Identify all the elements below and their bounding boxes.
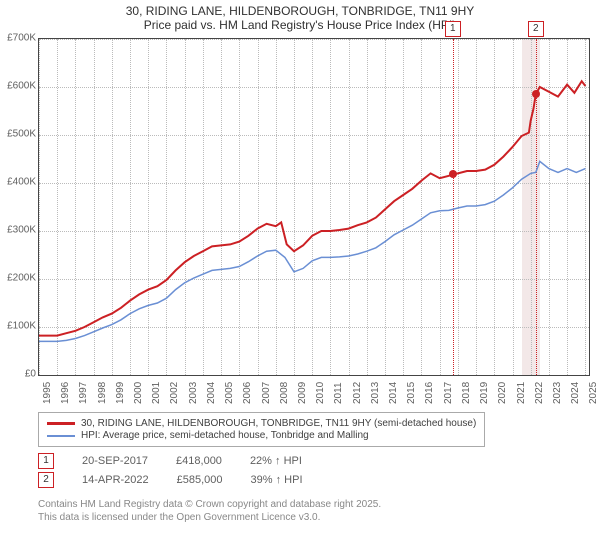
y-tick-label: £400K bbox=[0, 177, 36, 188]
sale-row: 2 14-APR-2022 £585,000 39% ↑ HPI bbox=[38, 472, 600, 488]
chart: 12 £0 £100K £200K £300K £400K £500K £600K £700K… bbox=[0, 36, 594, 410]
plot-area: 12 bbox=[38, 38, 590, 376]
sale-vs-hpi: 39% ↑ HPI bbox=[251, 474, 303, 486]
x-tick-label: 2022 bbox=[534, 382, 540, 404]
footnote-line-2: This data is licensed under the Open Gov… bbox=[38, 511, 600, 524]
x-tick-label: 2024 bbox=[570, 382, 576, 404]
y-tick-label: £0 bbox=[0, 369, 36, 380]
line-series-svg bbox=[39, 39, 589, 375]
title-line-1: 30, RIDING LANE, HILDENBOROUGH, TONBRIDG… bbox=[0, 4, 600, 18]
footnote: Contains HM Land Registry data © Crown c… bbox=[38, 498, 600, 524]
x-tick-label: 2003 bbox=[188, 382, 194, 404]
footnote-line-1: Contains HM Land Registry data © Crown c… bbox=[38, 498, 600, 511]
x-tick-label: 1995 bbox=[42, 382, 48, 404]
series-line bbox=[39, 81, 585, 335]
x-tick-label: 2011 bbox=[333, 382, 339, 404]
y-tick-label: £700K bbox=[0, 33, 36, 44]
y-tick-label: £600K bbox=[0, 81, 36, 92]
x-tick-label: 2017 bbox=[443, 382, 449, 404]
sale-marker-box: 1 bbox=[38, 453, 54, 469]
y-tick-label: £200K bbox=[0, 273, 36, 284]
event-marker-box: 2 bbox=[528, 21, 544, 37]
x-tick-label: 2013 bbox=[370, 382, 376, 404]
x-tick-label: 2019 bbox=[479, 382, 485, 404]
x-tick-label: 1996 bbox=[60, 382, 66, 404]
legend-item: 30, RIDING LANE, HILDENBOROUGH, TONBRIDG… bbox=[47, 418, 476, 429]
legend-swatch bbox=[47, 435, 75, 437]
legend-swatch bbox=[47, 422, 75, 425]
chart-title: 30, RIDING LANE, HILDENBOROUGH, TONBRIDG… bbox=[0, 0, 600, 32]
legend-item: HPI: Average price, semi-detached house,… bbox=[47, 430, 476, 441]
x-tick-label: 2018 bbox=[461, 382, 467, 404]
event-dot bbox=[532, 90, 540, 98]
title-line-2: Price paid vs. HM Land Registry's House … bbox=[0, 18, 600, 32]
event-dot bbox=[449, 170, 457, 178]
x-tick-label: 2004 bbox=[206, 382, 212, 404]
sale-row: 1 20-SEP-2017 £418,000 22% ↑ HPI bbox=[38, 453, 600, 469]
legend: 30, RIDING LANE, HILDENBOROUGH, TONBRIDG… bbox=[38, 412, 485, 447]
x-tick-label: 2015 bbox=[406, 382, 412, 404]
x-tick-label: 2005 bbox=[224, 382, 230, 404]
x-tick-label: 2007 bbox=[261, 382, 267, 404]
x-tick-label: 1998 bbox=[97, 382, 103, 404]
legend-label: 30, RIDING LANE, HILDENBOROUGH, TONBRIDG… bbox=[81, 418, 476, 429]
y-tick-label: £300K bbox=[0, 225, 36, 236]
x-tick-label: 1997 bbox=[78, 382, 84, 404]
x-tick-label: 2023 bbox=[552, 382, 558, 404]
sale-marker-box: 2 bbox=[38, 472, 54, 488]
sale-date: 14-APR-2022 bbox=[82, 474, 149, 486]
x-tick-label: 2008 bbox=[279, 382, 285, 404]
x-tick-label: 2025 bbox=[588, 382, 594, 404]
x-tick-label: 2020 bbox=[497, 382, 503, 404]
x-tick-label: 2021 bbox=[516, 382, 522, 404]
sale-price: £418,000 bbox=[176, 455, 222, 467]
event-marker-box: 1 bbox=[445, 21, 461, 37]
x-tick-label: 2016 bbox=[424, 382, 430, 404]
sale-price: £585,000 bbox=[177, 474, 223, 486]
x-tick-label: 2010 bbox=[315, 382, 321, 404]
x-tick-label: 2009 bbox=[297, 382, 303, 404]
legend-label: HPI: Average price, semi-detached house,… bbox=[81, 430, 369, 441]
sale-date: 20-SEP-2017 bbox=[82, 455, 148, 467]
series-line bbox=[39, 161, 585, 341]
sale-vs-hpi: 22% ↑ HPI bbox=[250, 455, 302, 467]
x-tick-label: 2012 bbox=[352, 382, 358, 404]
x-tick-label: 2001 bbox=[151, 382, 157, 404]
y-tick-label: £100K bbox=[0, 321, 36, 332]
x-tick-label: 2000 bbox=[133, 382, 139, 404]
x-tick-label: 2002 bbox=[169, 382, 175, 404]
y-tick-label: £500K bbox=[0, 129, 36, 140]
x-tick-label: 1999 bbox=[115, 382, 121, 404]
x-tick-label: 2006 bbox=[242, 382, 248, 404]
sales-table: 1 20-SEP-2017 £418,000 22% ↑ HPI 2 14-AP… bbox=[38, 453, 600, 488]
x-tick-label: 2014 bbox=[388, 382, 394, 404]
